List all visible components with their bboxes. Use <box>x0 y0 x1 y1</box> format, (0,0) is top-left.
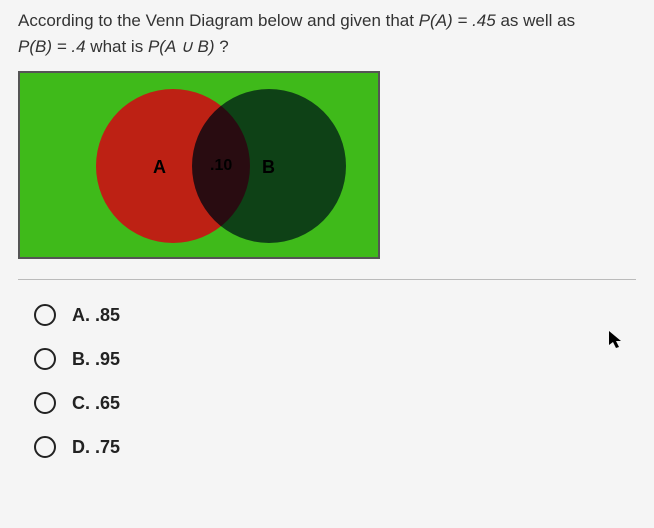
prob-a-expression: P(A) = .45 <box>419 11 496 30</box>
question-part-1: According to the Venn Diagram below and … <box>18 11 419 30</box>
option-a-text: A. .85 <box>72 305 120 326</box>
prob-b-expression: P(B) = .4 <box>18 37 86 56</box>
question-text: According to the Venn Diagram below and … <box>18 8 636 59</box>
option-d[interactable]: D. .75 <box>34 436 636 458</box>
venn-label-a: A <box>153 157 166 178</box>
venn-diagram: A .10 B <box>18 71 380 259</box>
option-b[interactable]: B. .95 <box>34 348 636 370</box>
venn-label-b: B <box>262 157 275 178</box>
option-a[interactable]: A. .85 <box>34 304 636 326</box>
option-d-text: D. .75 <box>72 437 120 458</box>
option-b-text: B. .95 <box>72 349 120 370</box>
divider <box>18 279 636 280</box>
cursor-icon <box>608 330 624 355</box>
option-c[interactable]: C. .65 <box>34 392 636 414</box>
union-expression: P(A ∪ B) <box>148 37 215 56</box>
question-mark: ? <box>219 37 228 56</box>
question-part-2: as well as <box>500 11 575 30</box>
radio-b[interactable] <box>34 348 56 370</box>
question-part-3: what is <box>90 37 148 56</box>
radio-c[interactable] <box>34 392 56 414</box>
radio-d[interactable] <box>34 436 56 458</box>
option-c-text: C. .65 <box>72 393 120 414</box>
venn-label-intersection: .10 <box>210 157 232 175</box>
radio-a[interactable] <box>34 304 56 326</box>
options-list: A. .85 B. .95 C. .65 D. .75 <box>18 304 636 458</box>
